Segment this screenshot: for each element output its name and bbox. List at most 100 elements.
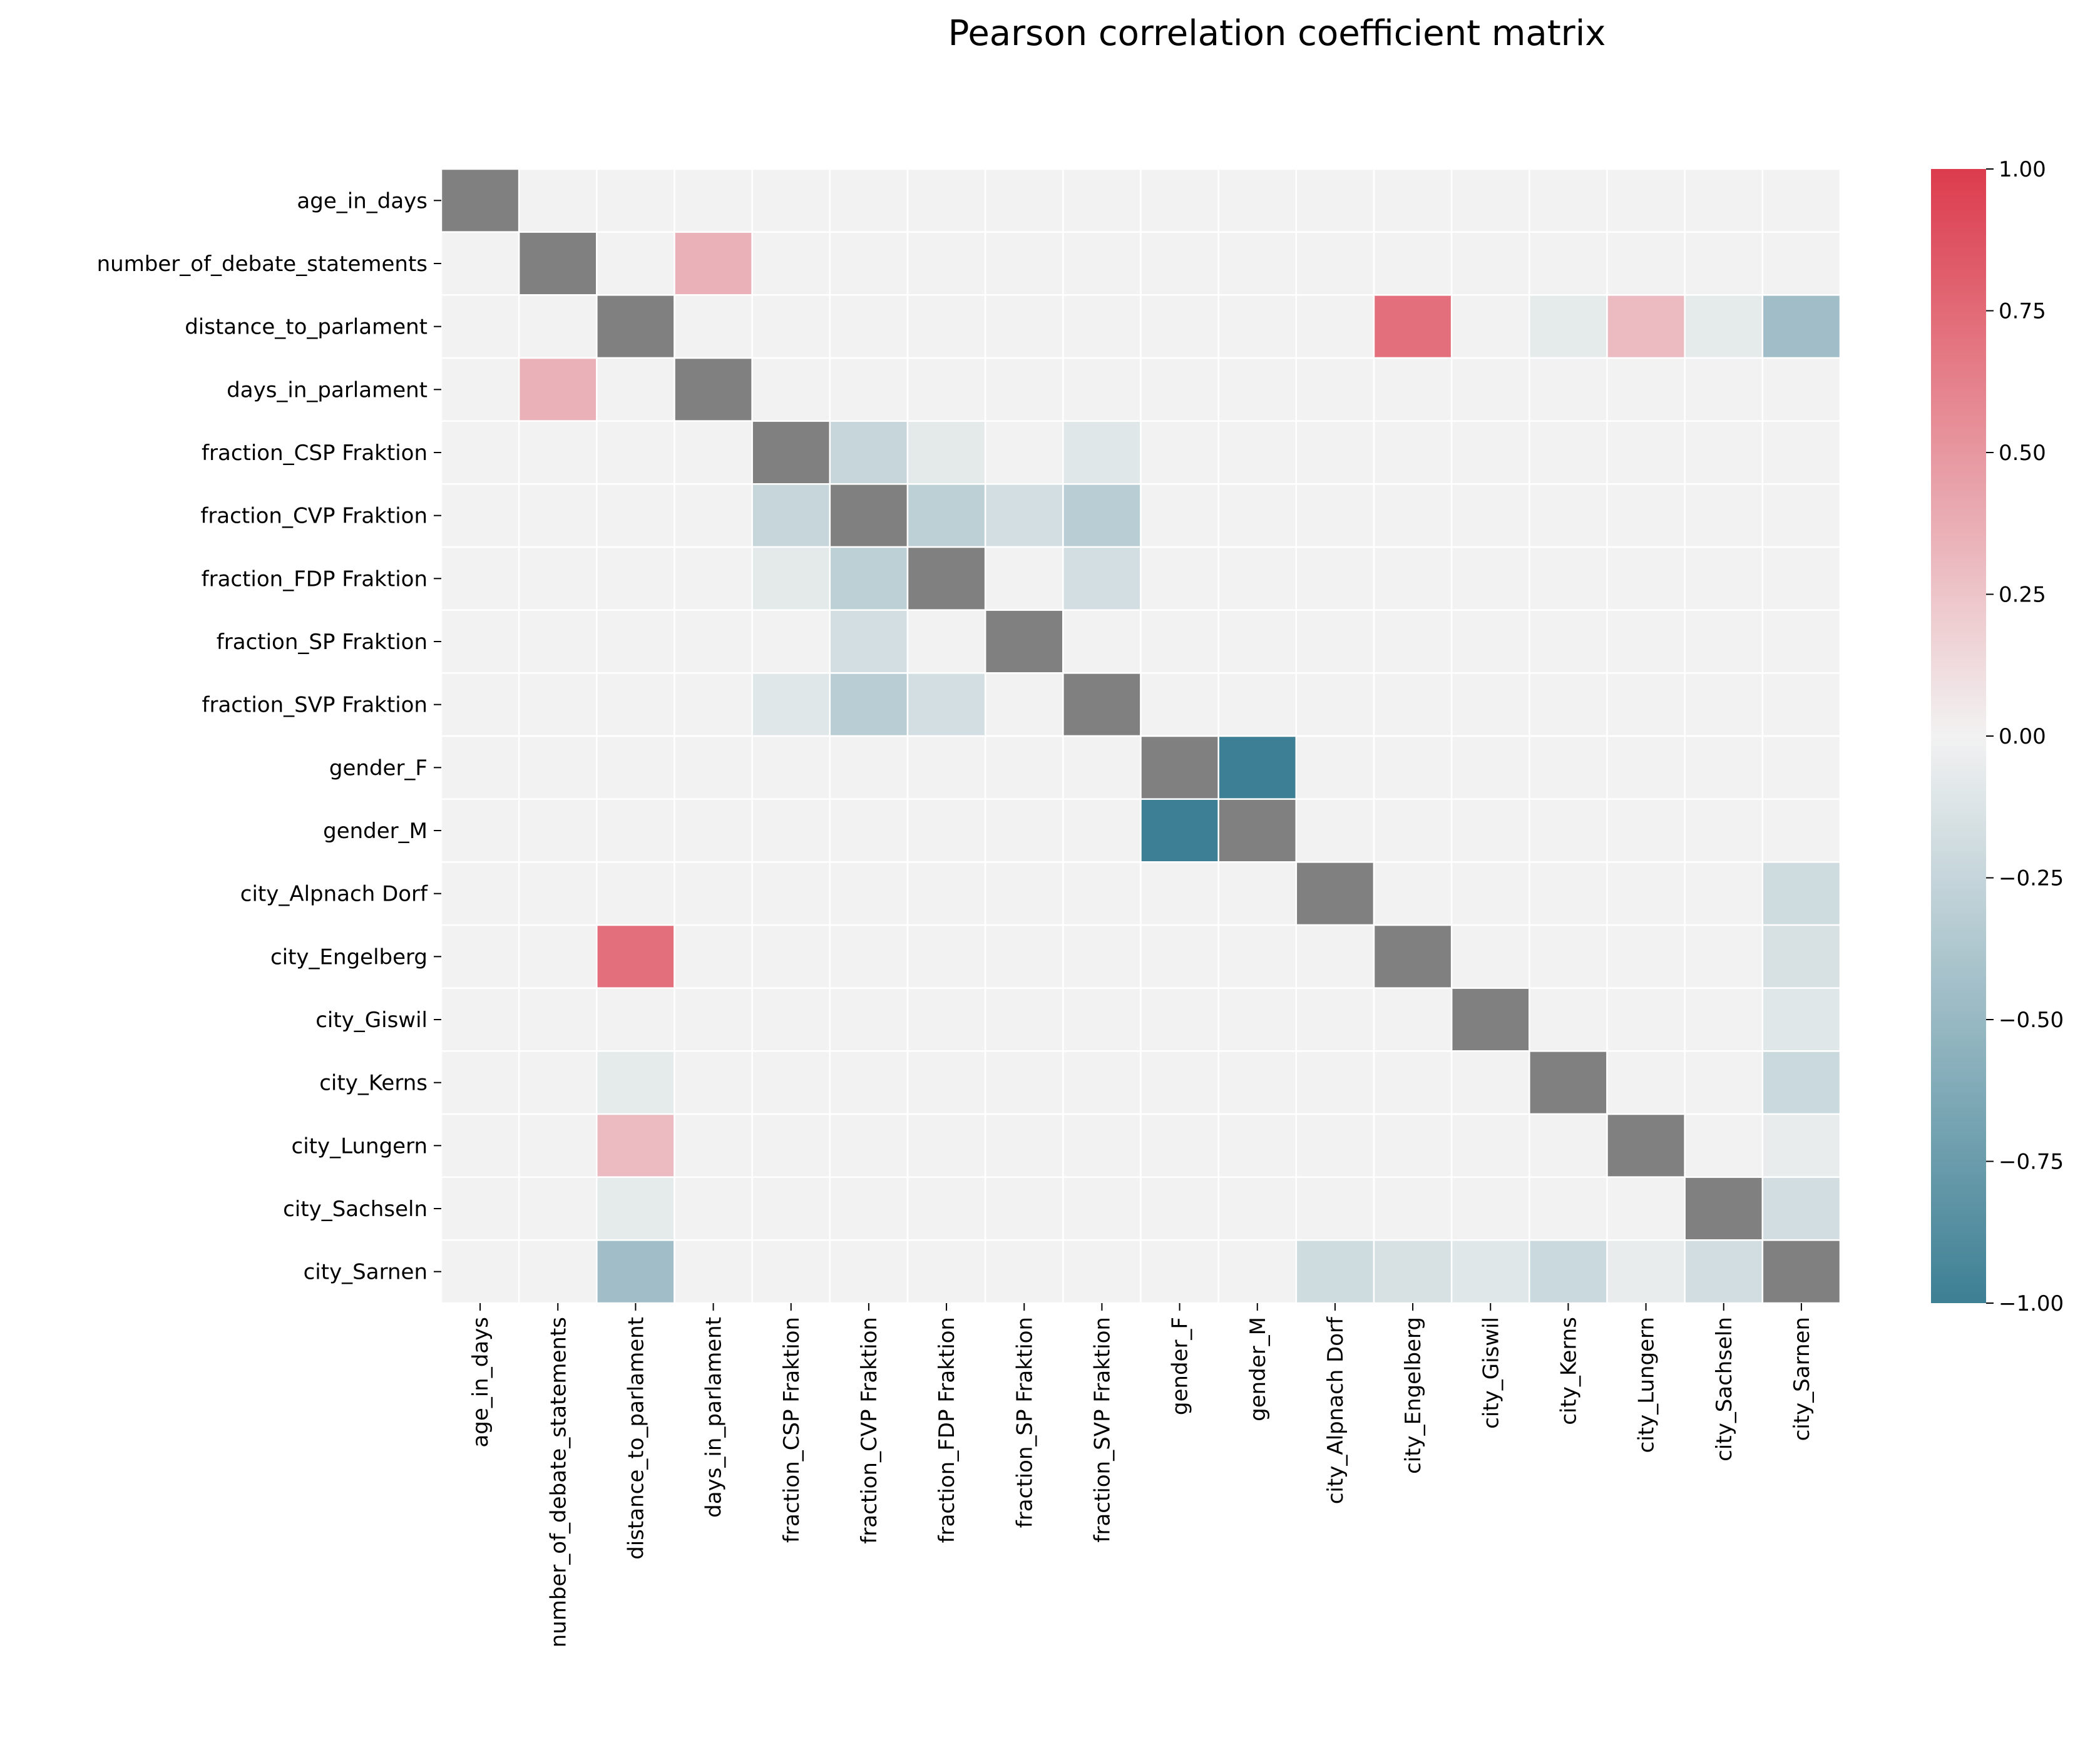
heatmap-cell-13-1 bbox=[518, 987, 598, 1052]
heatmap-cell-7-10 bbox=[1217, 609, 1298, 674]
heatmap-cell-16-1 bbox=[518, 1176, 598, 1241]
heatmap-cell-6-16 bbox=[1684, 546, 1764, 611]
heatmap-cell-5-11 bbox=[1295, 483, 1375, 548]
heatmap-cell-7-4 bbox=[751, 609, 831, 674]
heatmap-cell-11-14 bbox=[1529, 861, 1608, 926]
heatmap-cell-6-12 bbox=[1373, 546, 1453, 611]
x-tick-label: city_Sarnen bbox=[1790, 1317, 1815, 1441]
heatmap-cell-11-15 bbox=[1606, 861, 1686, 926]
heatmap-cell-5-14 bbox=[1529, 483, 1608, 548]
heatmap-cell-5-2 bbox=[596, 483, 675, 548]
heatmap-cell-9-10 bbox=[1217, 735, 1298, 800]
heatmap-cell-0-8 bbox=[1062, 168, 1142, 233]
heatmap-cell-11-6 bbox=[906, 861, 986, 926]
heatmap-cell-16-15 bbox=[1606, 1176, 1686, 1241]
heatmap-cell-11-16 bbox=[1684, 861, 1764, 926]
heatmap-cell-9-14 bbox=[1529, 735, 1608, 800]
heatmap-cell-2-5 bbox=[829, 294, 909, 359]
heatmap-cell-0-4 bbox=[751, 168, 831, 233]
heatmap-cell-4-5 bbox=[829, 420, 909, 485]
heatmap-cell-14-4 bbox=[751, 1050, 831, 1115]
heatmap-cell-2-6 bbox=[906, 294, 986, 359]
heatmap-cell-14-12 bbox=[1373, 1050, 1453, 1115]
heatmap-cell-5-15 bbox=[1606, 483, 1686, 548]
heatmap-cell-11-0 bbox=[440, 861, 520, 926]
heatmap-cell-14-13 bbox=[1450, 1050, 1530, 1115]
heatmap-cell-4-16 bbox=[1684, 420, 1764, 485]
heatmap-cell-11-5 bbox=[829, 861, 909, 926]
heatmap-cell-15-11 bbox=[1295, 1113, 1375, 1178]
heatmap-cell-9-8 bbox=[1062, 735, 1142, 800]
heatmap-cell-15-13 bbox=[1450, 1113, 1530, 1178]
heatmap-cell-2-17 bbox=[1761, 294, 1841, 359]
heatmap-cell-3-11 bbox=[1295, 357, 1375, 422]
heatmap-cell-17-10 bbox=[1217, 1239, 1298, 1304]
heatmap-cell-2-11 bbox=[1295, 294, 1375, 359]
heatmap-cell-11-2 bbox=[596, 861, 675, 926]
colorbar-gradient bbox=[1931, 169, 1986, 1303]
y-tick-label: gender_F bbox=[329, 755, 428, 780]
heatmap-cell-10-13 bbox=[1450, 798, 1530, 863]
heatmap-cell-4-13 bbox=[1450, 420, 1530, 485]
heatmap-cell-10-7 bbox=[984, 798, 1064, 863]
heatmap-cell-6-15 bbox=[1606, 546, 1686, 611]
heatmap-cell-7-5 bbox=[829, 609, 909, 674]
heatmap-cell-6-10 bbox=[1217, 546, 1298, 611]
heatmap-cell-6-8 bbox=[1062, 546, 1142, 611]
heatmap-cell-15-4 bbox=[751, 1113, 831, 1178]
y-tick-label: fraction_FDP Fraktion bbox=[202, 566, 428, 591]
heatmap-cell-9-4 bbox=[751, 735, 831, 800]
heatmap-cell-15-17 bbox=[1761, 1113, 1841, 1178]
heatmap-cell-14-16 bbox=[1684, 1050, 1764, 1115]
heatmap-cell-15-3 bbox=[674, 1113, 753, 1178]
heatmap-cell-12-12 bbox=[1373, 924, 1453, 989]
heatmap-cell-12-2 bbox=[596, 924, 675, 989]
heatmap-cell-16-7 bbox=[984, 1176, 1064, 1241]
heatmap-cell-4-9 bbox=[1140, 420, 1219, 485]
heatmap-cell-10-15 bbox=[1606, 798, 1686, 863]
heatmap-cell-5-10 bbox=[1217, 483, 1298, 548]
heatmap-cell-8-16 bbox=[1684, 672, 1764, 737]
heatmap-cell-13-16 bbox=[1684, 987, 1764, 1052]
heatmap-cell-13-12 bbox=[1373, 987, 1453, 1052]
heatmap-cell-15-5 bbox=[829, 1113, 909, 1178]
heatmap-cell-0-11 bbox=[1295, 168, 1375, 233]
heatmap-cell-14-11 bbox=[1295, 1050, 1375, 1115]
heatmap-cell-9-12 bbox=[1373, 735, 1453, 800]
heatmap-cell-2-4 bbox=[751, 294, 831, 359]
y-tick-label: distance_to_parlament bbox=[185, 315, 428, 340]
heatmap-cell-12-9 bbox=[1140, 924, 1219, 989]
heatmap-cell-15-6 bbox=[906, 1113, 986, 1178]
heatmap-cell-1-11 bbox=[1295, 231, 1375, 296]
heatmap-cell-7-1 bbox=[518, 609, 598, 674]
heatmap-cell-7-6 bbox=[906, 609, 986, 674]
heatmap-cell-4-8 bbox=[1062, 420, 1142, 485]
heatmap-cell-10-14 bbox=[1529, 798, 1608, 863]
heatmap-cell-12-5 bbox=[829, 924, 909, 989]
y-tick-label: city_Sachseln bbox=[283, 1197, 428, 1222]
heatmap-cell-11-7 bbox=[984, 861, 1064, 926]
heatmap-cell-4-10 bbox=[1217, 420, 1298, 485]
heatmap-cell-3-16 bbox=[1684, 357, 1764, 422]
heatmap-cell-4-12 bbox=[1373, 420, 1453, 485]
heatmap-cell-10-16 bbox=[1684, 798, 1764, 863]
heatmap-cell-8-5 bbox=[829, 672, 909, 737]
heatmap-cell-6-11 bbox=[1295, 546, 1375, 611]
heatmap-cell-17-14 bbox=[1529, 1239, 1608, 1304]
heatmap-cell-11-9 bbox=[1140, 861, 1219, 926]
heatmap-cell-8-11 bbox=[1295, 672, 1375, 737]
heatmap-cell-14-14 bbox=[1529, 1050, 1608, 1115]
heatmap-cell-13-11 bbox=[1295, 987, 1375, 1052]
heatmap-cell-1-15 bbox=[1606, 231, 1686, 296]
heatmap-cell-16-17 bbox=[1761, 1176, 1841, 1241]
heatmap-cells bbox=[440, 168, 1841, 1304]
colorbar-tick-label: 0.00 bbox=[1999, 724, 2046, 749]
heatmap-cell-17-8 bbox=[1062, 1239, 1142, 1304]
x-tick-label: city_Sachseln bbox=[1712, 1317, 1737, 1461]
heatmap-cell-15-15 bbox=[1606, 1113, 1686, 1178]
x-tick-label: distance_to_parlament bbox=[623, 1317, 648, 1560]
heatmap-cell-2-3 bbox=[674, 294, 753, 359]
heatmap-cell-14-1 bbox=[518, 1050, 598, 1115]
heatmap-cell-9-7 bbox=[984, 735, 1064, 800]
